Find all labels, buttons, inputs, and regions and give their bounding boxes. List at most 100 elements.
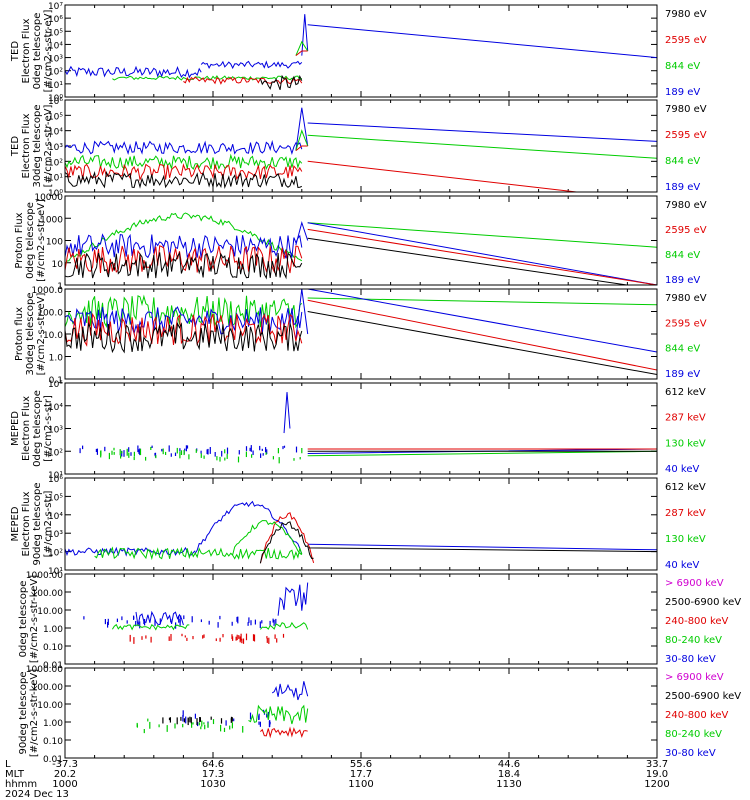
x-tick-label: 64.6: [202, 759, 224, 770]
series-dot: [183, 450, 185, 456]
series-dot: [120, 455, 122, 459]
series-dot: [268, 637, 270, 644]
series-dot: [209, 447, 211, 454]
legend-entry: 240-800 keV: [665, 616, 729, 627]
series-dot: [301, 448, 303, 454]
y-tick-label: 10⁵: [48, 112, 63, 122]
series-line: [112, 40, 309, 81]
series-dot: [133, 616, 135, 620]
series-dot: [139, 448, 142, 456]
series-dot: [238, 635, 240, 639]
series-dot: [165, 451, 167, 455]
series-dot: [269, 720, 271, 727]
series-dot: [116, 618, 118, 623]
x-tick-label: -37.3: [52, 759, 78, 770]
series-dot: [126, 620, 128, 624]
series-group: [136, 681, 309, 739]
y-tick-label: 10²: [48, 549, 63, 559]
y-tick-label: 10³: [48, 530, 63, 540]
series-dot: [182, 715, 184, 722]
series-dot: [145, 456, 147, 461]
y-axis-label-line: Electron Flux: [21, 18, 32, 83]
series-dot: [245, 451, 247, 458]
legend-entry: 844 eV: [665, 61, 700, 72]
series-dot: [170, 634, 172, 641]
series-dot: [210, 716, 212, 720]
plot-frame: [64, 99, 658, 193]
series-dot: [139, 448, 141, 456]
y-tick-label: 10¹: [48, 567, 63, 577]
series-dot: [185, 445, 187, 452]
series-dot: [206, 449, 208, 455]
y-axis-label-line: Electron Flux: [21, 113, 32, 178]
series-dot: [258, 713, 260, 720]
plot-frame: [64, 573, 658, 665]
series-dot: [224, 457, 226, 461]
series-line: [65, 170, 302, 190]
series-dot: [130, 452, 132, 456]
legend-entry: 30-80 keV: [665, 748, 716, 759]
y-tick-label: 10⁷: [48, 2, 63, 12]
series-dot: [224, 449, 226, 454]
series-dot: [170, 619, 172, 623]
x-tick-label: 20.2: [54, 769, 76, 780]
series-dot: [248, 617, 250, 623]
y-tick-label: 10³: [48, 143, 63, 153]
series-dot: [192, 722, 194, 725]
y-tick-label: 1.00: [43, 719, 63, 729]
series-dot: [194, 713, 196, 719]
series-dot: [184, 448, 186, 451]
series-dot: [208, 620, 210, 625]
series-dot: [259, 445, 261, 451]
series-dot: [269, 620, 271, 626]
series-dot: [79, 448, 81, 454]
series-dot: [223, 727, 226, 732]
series-dot: [108, 452, 110, 460]
x-tick-label: 19.0: [646, 769, 668, 780]
series-dot: [195, 449, 197, 453]
y-tick-label: 10⁴: [48, 128, 63, 138]
legend-entry: 189 eV: [665, 369, 700, 380]
series-dot: [242, 638, 245, 644]
series-dot: [273, 619, 275, 626]
series-dot: [215, 638, 217, 642]
y-axis-label: Proton Flux0deg telescope[#/cm2-s-str-eV…: [14, 199, 47, 282]
x-tick-label: 33.7: [646, 759, 668, 770]
plot-frame: [64, 195, 658, 286]
series-dot: [226, 447, 229, 454]
y-axis-label-line: 30deg telescope: [32, 104, 43, 187]
series-dot: [150, 636, 152, 643]
series-dot: [259, 621, 261, 629]
series-dot: [104, 619, 106, 625]
y-tick-label: 1000.0: [32, 286, 64, 296]
series-dot: [262, 453, 264, 456]
y-axis-label: MEPEDElectron Flux0deg telescope[#/cm2-s…: [10, 390, 54, 467]
legend-entry: 612 keV: [665, 387, 706, 398]
series-dot: [203, 455, 205, 459]
series-dot: [180, 615, 182, 619]
y-axis-label: 90deg telescope[#/cm2-s-str-keV]: [18, 669, 40, 757]
series-dot: [200, 726, 202, 730]
y-tick-label: 10²: [48, 68, 63, 78]
legend-entry: 189 eV: [665, 182, 700, 193]
series-dot: [162, 717, 164, 724]
legend-entry: 80-240 keV: [665, 635, 722, 646]
series-dot: [183, 718, 185, 723]
series-dot: [202, 635, 204, 639]
series-dot: [189, 716, 191, 723]
series-dot: [104, 446, 106, 452]
series-dot: [170, 453, 172, 457]
series-dot: [133, 451, 135, 457]
series-dot: [282, 633, 285, 638]
series-dot: [113, 451, 115, 455]
series-dot: [295, 446, 298, 453]
series-dot: [249, 447, 251, 452]
legend-entry: 844 eV: [665, 344, 700, 355]
legend-entry: 2500-6900 keV: [665, 691, 741, 702]
series-dot: [100, 450, 102, 456]
y-tick-label: 10³: [48, 55, 63, 65]
series-line: [65, 145, 581, 192]
